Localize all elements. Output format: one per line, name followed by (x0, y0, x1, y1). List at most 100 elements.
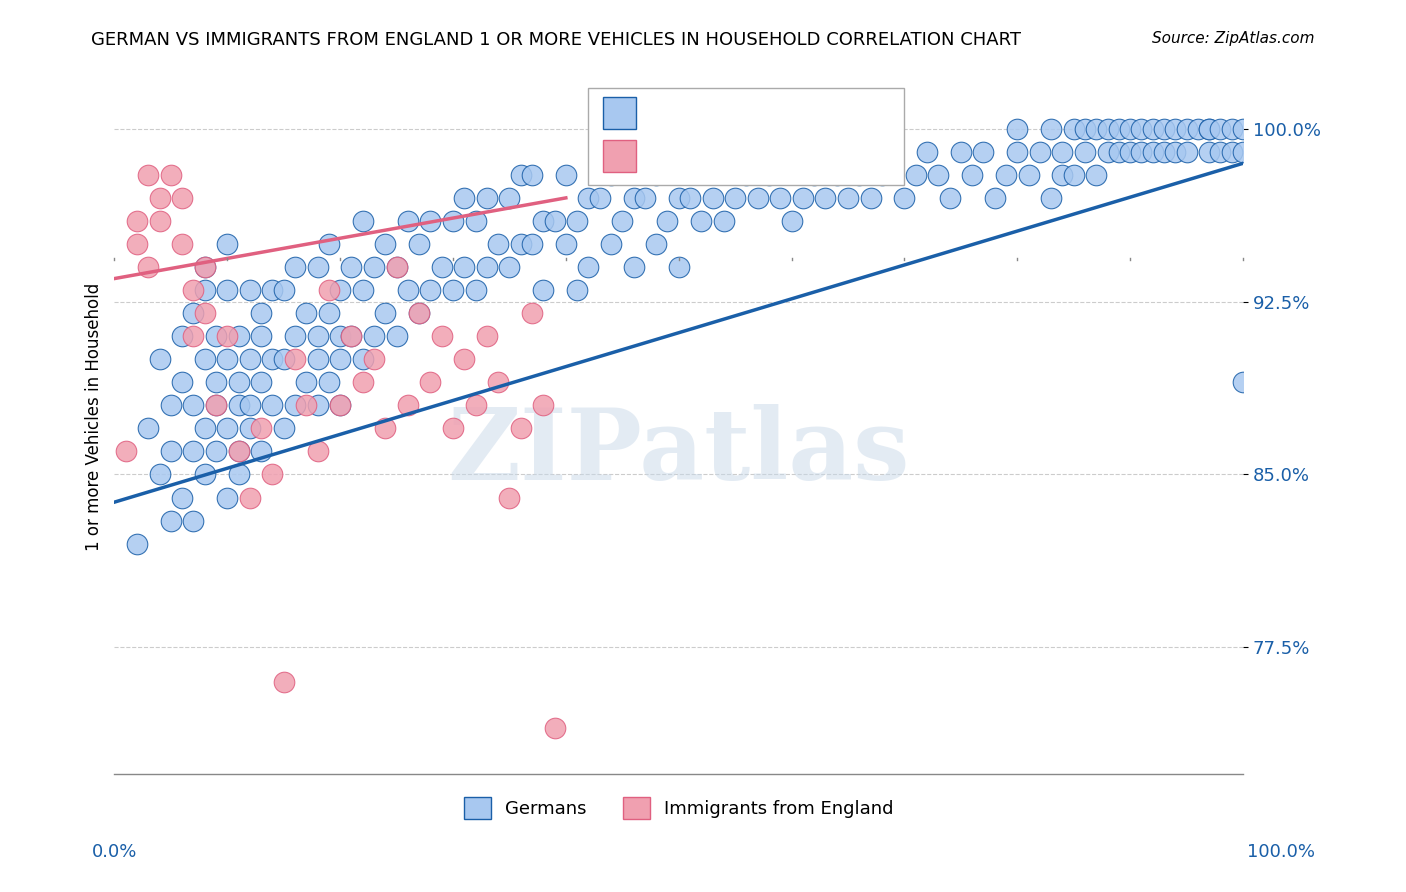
Point (441, 421, 464, 435)
Point (464, 283, 486, 297)
Point (1007, 145, 1029, 159)
Point (318, 306, 340, 320)
Point (520, 237, 543, 252)
Point (949, 145, 972, 159)
Point (1232, 376, 1254, 390)
Point (363, 352, 385, 367)
Point (668, 260, 690, 274)
Point (1198, 121, 1220, 136)
Point (430, 329, 453, 343)
Point (239, 352, 262, 367)
Point (702, 191, 724, 205)
Point (262, 398, 284, 412)
Point (634, 191, 657, 205)
Point (228, 329, 250, 343)
Point (531, 214, 554, 228)
Point (509, 421, 531, 435)
Point (1074, 145, 1097, 159)
Point (453, 260, 475, 274)
Point (1153, 121, 1175, 136)
Point (893, 191, 915, 205)
Point (520, 306, 543, 320)
Point (1108, 121, 1130, 136)
Point (1052, 145, 1074, 159)
Point (250, 444, 273, 458)
Text: R = 0.778    N = 189: R = 0.778 N = 189 (643, 103, 846, 123)
Point (205, 398, 228, 412)
Point (172, 329, 194, 343)
Point (724, 191, 747, 205)
Point (960, 168, 983, 182)
Point (217, 421, 239, 435)
Point (576, 260, 599, 274)
Point (396, 214, 419, 228)
Point (262, 352, 284, 367)
Point (600, 237, 623, 252)
Point (340, 260, 363, 274)
Point (1209, 145, 1232, 159)
Point (972, 145, 994, 159)
Point (1164, 121, 1187, 136)
Point (239, 491, 262, 505)
Point (419, 214, 441, 228)
Point (612, 145, 634, 159)
Point (352, 352, 374, 367)
Point (194, 260, 217, 274)
Point (543, 721, 565, 735)
Point (498, 260, 520, 274)
Point (453, 191, 475, 205)
Point (194, 421, 217, 435)
Point (318, 376, 340, 390)
Point (307, 329, 329, 343)
Point (363, 329, 385, 343)
FancyBboxPatch shape (588, 88, 904, 185)
Point (1040, 191, 1063, 205)
Point (679, 191, 702, 205)
Point (1108, 145, 1130, 159)
Point (307, 444, 329, 458)
Point (228, 376, 250, 390)
Point (273, 283, 295, 297)
Point (870, 168, 893, 182)
Point (1040, 121, 1063, 136)
Point (1097, 145, 1119, 159)
Point (848, 168, 870, 182)
Point (1119, 121, 1142, 136)
Point (735, 168, 758, 182)
Text: 0.0%: 0.0% (91, 843, 136, 861)
Point (228, 398, 250, 412)
Point (194, 467, 217, 482)
Point (1175, 121, 1198, 136)
Point (160, 514, 183, 528)
Point (307, 398, 329, 412)
Point (307, 352, 329, 367)
Point (374, 237, 396, 252)
FancyBboxPatch shape (603, 97, 636, 129)
Point (284, 352, 307, 367)
Point (1029, 145, 1052, 159)
Point (543, 214, 565, 228)
Point (486, 237, 509, 252)
Point (329, 329, 352, 343)
Point (148, 191, 170, 205)
Point (194, 306, 217, 320)
Point (183, 398, 205, 412)
Point (1198, 145, 1220, 159)
Point (295, 376, 318, 390)
Point (645, 237, 668, 252)
Text: GERMAN VS IMMIGRANTS FROM ENGLAND 1 OR MORE VEHICLES IN HOUSEHOLD CORRELATION CH: GERMAN VS IMMIGRANTS FROM ENGLAND 1 OR M… (91, 31, 1021, 49)
Point (915, 145, 938, 159)
Point (125, 214, 148, 228)
Point (273, 352, 295, 367)
Point (250, 329, 273, 343)
Point (464, 214, 486, 228)
Point (1063, 121, 1085, 136)
Point (329, 398, 352, 412)
Text: 100.0%: 100.0% (1247, 843, 1315, 861)
Point (125, 536, 148, 550)
Point (183, 514, 205, 528)
Point (983, 191, 1005, 205)
Point (340, 329, 363, 343)
Point (284, 260, 307, 274)
Point (205, 329, 228, 343)
